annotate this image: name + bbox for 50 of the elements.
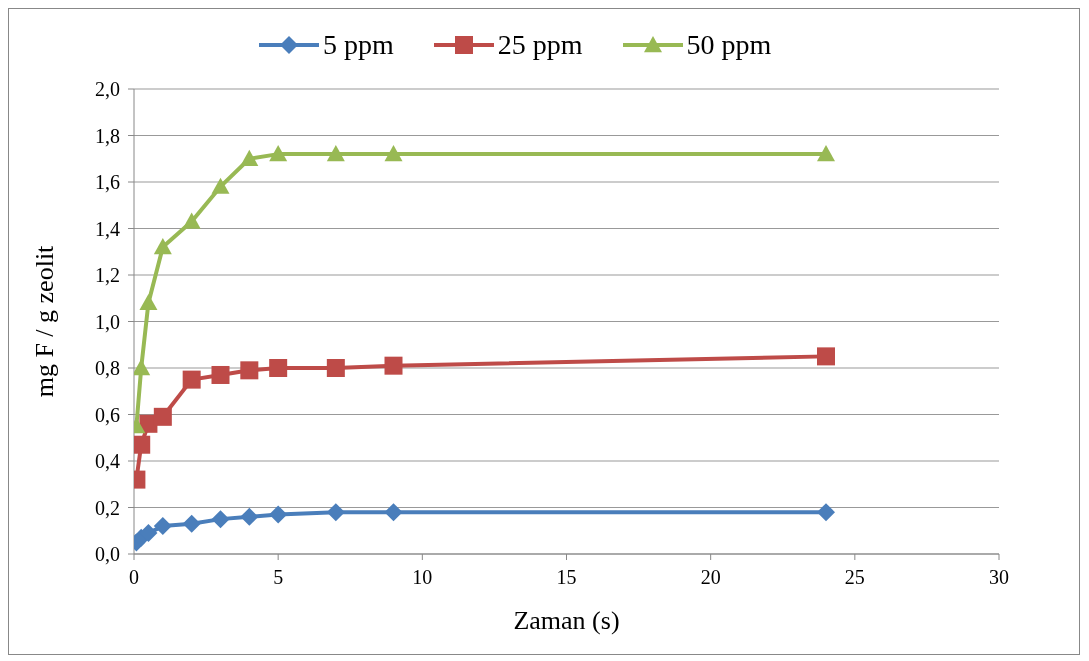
point xyxy=(326,503,345,522)
point xyxy=(817,145,835,162)
point xyxy=(240,507,259,526)
point xyxy=(182,514,201,533)
x-tick-label: 15 xyxy=(556,566,577,589)
y-tick-label: 1,8 xyxy=(95,124,120,147)
point xyxy=(269,505,288,524)
point xyxy=(182,370,201,389)
y-tick-label: 0,6 xyxy=(95,403,120,426)
point xyxy=(817,347,835,366)
x-tick-label: 0 xyxy=(129,566,139,589)
point xyxy=(240,149,259,166)
x-tick-label: 10 xyxy=(412,566,433,589)
point xyxy=(384,145,403,162)
point xyxy=(134,435,151,454)
point xyxy=(153,238,172,255)
y-tick-label: 1,2 xyxy=(95,264,120,287)
point xyxy=(211,365,230,384)
y-tick-label: 0,4 xyxy=(95,450,120,473)
point xyxy=(240,361,259,380)
y-tick-label: 1,0 xyxy=(95,310,120,333)
y-tick-label: 1,4 xyxy=(95,217,120,240)
y-tick-label: 0,2 xyxy=(95,496,120,519)
point xyxy=(384,356,403,375)
point xyxy=(153,407,172,426)
y-tick-label: 0,0 xyxy=(95,543,120,566)
point xyxy=(153,517,172,536)
x-tick-label: 30 xyxy=(989,566,1009,589)
point xyxy=(139,293,158,311)
y-tick-label: 1,6 xyxy=(95,171,120,194)
legend-label: 50 ppm xyxy=(685,29,772,61)
point xyxy=(384,503,403,522)
point xyxy=(326,359,345,377)
y-tick-label: 2,0 xyxy=(95,78,120,101)
point xyxy=(269,145,288,162)
y-axis-title: mg F / g zeolit xyxy=(30,244,60,398)
x-tick-label: 5 xyxy=(273,566,284,589)
legend-label: 25 ppm xyxy=(496,29,583,61)
x-tick-label: 25 xyxy=(844,566,865,589)
point xyxy=(211,510,230,529)
point xyxy=(211,177,230,194)
point xyxy=(326,145,345,162)
point xyxy=(269,359,288,377)
legend-label: 5 ppm xyxy=(322,29,394,61)
point xyxy=(182,212,201,229)
x-axis-title: Zaman (s) xyxy=(513,606,620,635)
x-tick-label: 20 xyxy=(700,566,721,589)
point xyxy=(134,359,151,376)
y-tick-label: 0,8 xyxy=(95,357,120,380)
point xyxy=(817,503,835,522)
